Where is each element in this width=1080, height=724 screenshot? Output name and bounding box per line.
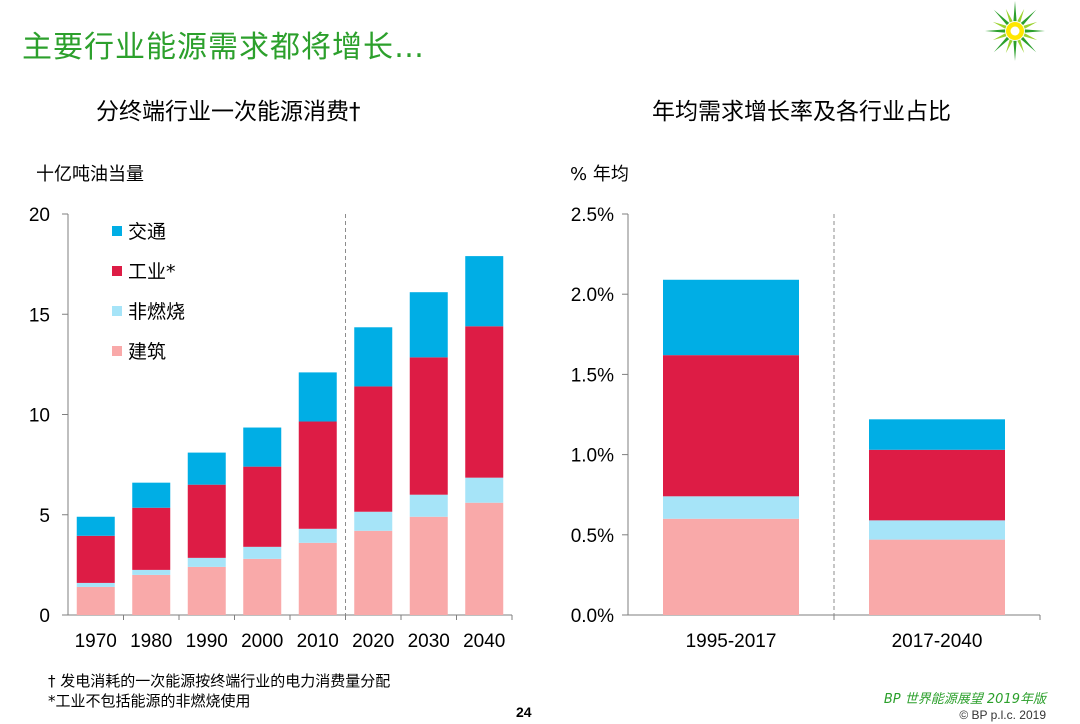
y-tick-label: 15 bbox=[29, 305, 50, 326]
legend-label-noncombusted: 非燃烧 bbox=[128, 301, 185, 323]
bp-helios-logo-icon bbox=[985, 1, 1045, 61]
bar-segment-transport bbox=[354, 327, 393, 387]
bar-segment-buildings bbox=[409, 516, 448, 615]
footnote-2: *工业不包括能源的非燃烧使用 bbox=[48, 692, 251, 710]
x-tick-label: 1980 bbox=[130, 631, 172, 652]
bar-segment-industry bbox=[243, 466, 282, 547]
bar-segment-industry bbox=[409, 357, 448, 495]
y-tick-label: 2.0% bbox=[571, 285, 614, 306]
x-tick-label: 2020 bbox=[352, 631, 394, 652]
legend-swatch-buildings bbox=[112, 346, 122, 356]
bar-segment-buildings bbox=[132, 574, 171, 615]
x-tick-label: 1970 bbox=[75, 631, 117, 652]
bar-segment-industry bbox=[354, 386, 393, 512]
bar-segment-industry bbox=[187, 484, 226, 558]
bar-segment-industry bbox=[869, 449, 1005, 521]
x-tick-label: 1990 bbox=[186, 631, 228, 652]
bar-segment-buildings bbox=[187, 566, 226, 615]
left-chart-title: 分终端行业一次能源消费† bbox=[96, 99, 361, 125]
x-tick-label: 2030 bbox=[408, 631, 450, 652]
bar-segment-industry bbox=[76, 535, 115, 583]
bar-segment-transport bbox=[243, 427, 282, 467]
slide-title: 主要行业能源需求都将增长… bbox=[22, 30, 425, 65]
footnote-1: † 发电消耗的一次能源按终端行业的电力消费量分配 bbox=[48, 672, 391, 690]
legend-label-industry: 工业* bbox=[128, 261, 176, 283]
bar-segment-industry bbox=[298, 421, 337, 529]
bar-segment-noncombusted bbox=[409, 494, 448, 517]
bar-segment-transport bbox=[409, 292, 448, 358]
legend-label-buildings: 建筑 bbox=[128, 341, 166, 363]
y-tick-label: 0.0% bbox=[571, 606, 614, 627]
x-tick-label: 2000 bbox=[241, 631, 283, 652]
y-tick-label: 2.5% bbox=[571, 205, 614, 226]
bar-segment-transport bbox=[869, 419, 1005, 450]
bar-segment-noncombusted bbox=[187, 557, 226, 567]
copyright-label: © BP p.l.c. 2019 bbox=[959, 708, 1046, 722]
bar-segment-buildings bbox=[354, 530, 393, 615]
bar-segment-industry bbox=[465, 326, 504, 478]
bar-segment-transport bbox=[663, 279, 799, 356]
bar-segment-buildings bbox=[76, 586, 115, 615]
y-tick-label: 10 bbox=[29, 406, 50, 427]
bar-segment-noncombusted bbox=[465, 477, 504, 503]
legend-swatch-noncombusted bbox=[112, 306, 122, 316]
bar-segment-noncombusted bbox=[243, 546, 282, 559]
bar-segment-noncombusted bbox=[76, 582, 115, 587]
bar-segment-noncombusted bbox=[132, 569, 171, 575]
bar-segment-transport bbox=[76, 516, 115, 536]
legend-swatch-transport bbox=[112, 226, 122, 236]
y-tick-label: 20 bbox=[29, 205, 50, 226]
bar-segment-buildings bbox=[243, 558, 282, 615]
y-tick-label: 1.5% bbox=[571, 365, 614, 386]
x-tick-label: 2017-2040 bbox=[892, 631, 983, 652]
x-tick-label: 2040 bbox=[463, 631, 505, 652]
bar-segment-buildings bbox=[465, 502, 504, 615]
bar-segment-transport bbox=[465, 256, 504, 327]
x-tick-label: 2010 bbox=[297, 631, 339, 652]
bar-segment-transport bbox=[187, 452, 226, 485]
right-chart-title: 年均需求增长率及各行业占比 bbox=[652, 99, 951, 125]
bar-segment-buildings bbox=[869, 539, 1005, 615]
left-y-unit: 十亿吨油当量 bbox=[36, 164, 144, 185]
bar-segment-noncombusted bbox=[354, 511, 393, 531]
bar-segment-buildings bbox=[663, 518, 799, 615]
bar-segment-industry bbox=[132, 507, 171, 570]
bar-segment-noncombusted bbox=[869, 520, 1005, 540]
source-label: BP 世界能源展望 2019年版 bbox=[883, 692, 1046, 707]
y-tick-label: 1.0% bbox=[571, 446, 614, 467]
bar-segment-industry bbox=[663, 355, 799, 497]
legend-label-transport: 交通 bbox=[128, 221, 166, 243]
right-y-unit: % 年均 bbox=[570, 164, 629, 185]
bar-segment-noncombusted bbox=[298, 528, 337, 543]
legend-swatch-industry bbox=[112, 266, 122, 276]
bar-segment-buildings bbox=[298, 542, 337, 615]
page-number: 24 bbox=[516, 704, 532, 720]
bar-segment-transport bbox=[298, 372, 337, 422]
x-tick-label: 1995-2017 bbox=[686, 631, 777, 652]
bar-segment-noncombusted bbox=[663, 496, 799, 519]
y-tick-label: 0.5% bbox=[571, 526, 614, 547]
y-tick-label: 0 bbox=[39, 606, 50, 627]
bar-segment-transport bbox=[132, 482, 171, 508]
y-tick-label: 5 bbox=[39, 506, 50, 527]
